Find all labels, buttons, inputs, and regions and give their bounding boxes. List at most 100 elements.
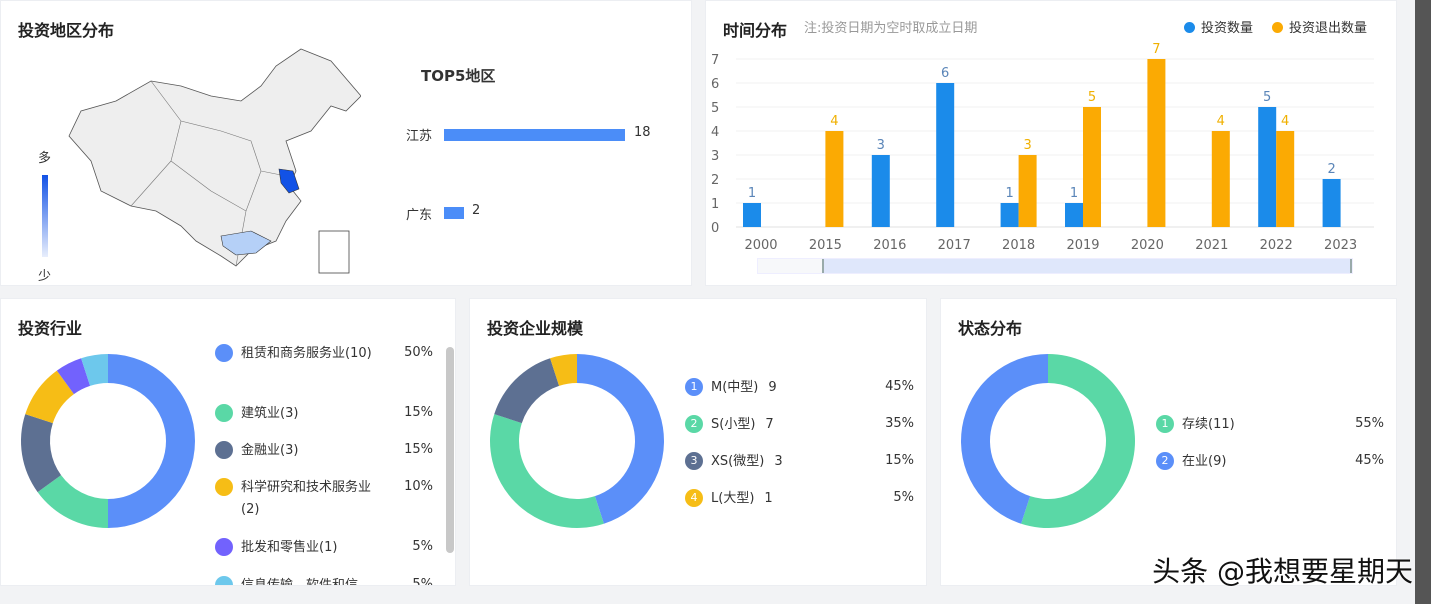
bar [1083, 107, 1101, 227]
rank-badge-icon: 4 [685, 489, 703, 507]
bar-chart: 0123456720001201542016320176201813201915… [711, 42, 1374, 253]
y-tick-label: 5 [711, 101, 719, 116]
region-bar [444, 207, 464, 219]
datazoom-slider[interactable] [757, 258, 1353, 274]
page-scrollbar[interactable] [1415, 0, 1431, 604]
top5-title: TOP5地区 [421, 67, 496, 85]
panel-title: 投资企业规模 [487, 319, 584, 338]
china-map[interactable] [61, 41, 361, 281]
region-label: 广东 [406, 208, 433, 223]
legend-percent: 45% [1355, 453, 1384, 468]
rank-badge-icon: 1 [211, 344, 233, 362]
bar [1018, 155, 1037, 227]
industry-donut-chart [21, 354, 195, 528]
bar-value-label: 4 [830, 114, 838, 129]
status-donut-chart [961, 354, 1135, 528]
rank-badge-icon: 1 [1156, 415, 1174, 433]
legend-label: 建筑业(3) [241, 406, 299, 421]
x-tick-label: 2018 [1002, 238, 1035, 253]
rank-badge-icon: 3 [211, 441, 233, 459]
bar [1322, 179, 1341, 227]
legend-label: S(小型) [711, 417, 756, 432]
rank-badge-icon: 2 [211, 404, 233, 422]
y-tick-label: 7 [711, 53, 719, 68]
bar-value-label: 1 [1005, 186, 1013, 201]
legend-count: 9 [768, 380, 777, 395]
donut-slice [1021, 354, 1135, 528]
bar-value-label: 3 [877, 138, 885, 153]
legend-item-investments[interactable]: 投资数量 [1184, 17, 1253, 36]
donut-slice [25, 370, 74, 424]
x-tick-label: 2015 [809, 238, 842, 253]
legend-label: 租赁和商务服务业(10) [241, 346, 372, 361]
legend-item[interactable]: 3 金融业(3) [211, 440, 380, 462]
bar [1258, 107, 1277, 227]
legend-item[interactable]: 6 信息传输、软件和信 [211, 575, 380, 585]
legend-item[interactable]: 2 S(小型) 7 [685, 414, 845, 436]
legend-percent: 55% [1355, 416, 1384, 431]
y-tick-label: 1 [711, 197, 719, 212]
legend-item[interactable]: 1 M(中型) 9 [685, 377, 845, 399]
panel-note: 注:投资日期为空时取成立日期 [804, 21, 978, 36]
legend-item[interactable]: 1 存续(11) [1156, 414, 1316, 436]
x-tick-label: 2019 [1066, 238, 1099, 253]
legend-item[interactable]: 2 在业(9) [1156, 451, 1316, 473]
x-tick-label: 2016 [873, 238, 906, 253]
legend-percent: 15% [404, 442, 433, 457]
industry-panel: 投资行业 1 租赁和商务服务业(10) 50% 2 建筑业(3) 15% 3 金融业(3) 15… [0, 298, 456, 586]
x-tick-label: 2022 [1260, 238, 1293, 253]
legend-high-label: 多 [38, 151, 52, 166]
legend-label: L(大型) [711, 491, 755, 506]
legend-percent: 15% [885, 453, 914, 468]
datazoom-selected-range[interactable] [822, 259, 1352, 273]
legend-scrollbar[interactable] [446, 347, 454, 553]
bar-value-label: 6 [941, 66, 949, 81]
legend-percent: 45% [885, 379, 914, 394]
panel-title: 投资地区分布 [18, 21, 115, 40]
legend-count: 7 [765, 417, 774, 432]
bar-value-label: 4 [1217, 114, 1225, 129]
bar [1276, 131, 1295, 227]
legend-item[interactable]: 4 科学研究和技术服务业(2) [211, 477, 380, 521]
rank-badge-icon: 6 [211, 576, 233, 585]
x-tick-label: 2020 [1131, 238, 1164, 253]
legend-percent: 15% [404, 405, 433, 420]
bar-value-label: 7 [1152, 42, 1160, 57]
legend-label: 科学研究和技术服务业(2) [241, 480, 372, 517]
legend-item[interactable]: 3 XS(微型) 3 [685, 451, 845, 473]
x-tick-label: 2021 [1195, 238, 1228, 253]
y-tick-label: 0 [711, 221, 719, 236]
legend-label: 信息传输、软件和信 [241, 578, 358, 585]
legend-label: 金融业(3) [241, 443, 299, 458]
region-distribution-panel: 投资地区分布 多 少 TOP5地区 江苏 18 广东 2 [0, 0, 692, 286]
rank-badge-icon: 2 [1156, 452, 1174, 470]
visual-map-gradient[interactable] [42, 175, 48, 257]
legend-percent: 5% [893, 490, 914, 505]
legend-percent: 10% [404, 479, 433, 494]
y-tick-label: 6 [711, 77, 719, 92]
legend-item[interactable]: 2 建筑业(3) [211, 403, 380, 425]
legend-percent: 5% [412, 539, 433, 554]
industry-legend-list[interactable]: 1 租赁和商务服务业(10) 50% 2 建筑业(3) 15% 3 金融业(3) 15% 4 科学研… [211, 339, 446, 585]
bar-value-label: 1 [1070, 186, 1078, 201]
legend-item[interactable]: 1 租赁和商务服务业(10) [211, 343, 380, 365]
legend-item-exits[interactable]: 投资退出数量 [1272, 17, 1367, 36]
rank-badge-icon: 3 [685, 452, 703, 470]
rank-badge-icon: 4 [211, 478, 233, 496]
rank-badge-icon: 2 [685, 415, 703, 433]
donut-slice [56, 358, 91, 395]
bar-value-label: 5 [1263, 90, 1271, 105]
bar [936, 83, 955, 227]
status-panel: 状态分布 1 存续(11) 55% 2 在业(9) 45% [940, 298, 1397, 586]
x-tick-label: 2023 [1324, 238, 1357, 253]
region-label: 江苏 [406, 129, 433, 144]
region-value: 18 [634, 125, 651, 140]
donut-slice [21, 414, 62, 493]
bar [1000, 203, 1019, 227]
legend-item[interactable]: 5 批发和零售业(1) [211, 537, 380, 559]
y-tick-label: 2 [711, 173, 719, 188]
legend-item[interactable]: 4 L(大型) 1 [685, 488, 845, 510]
donut-slice [550, 354, 577, 386]
legend-label: XS(微型) [711, 454, 765, 469]
